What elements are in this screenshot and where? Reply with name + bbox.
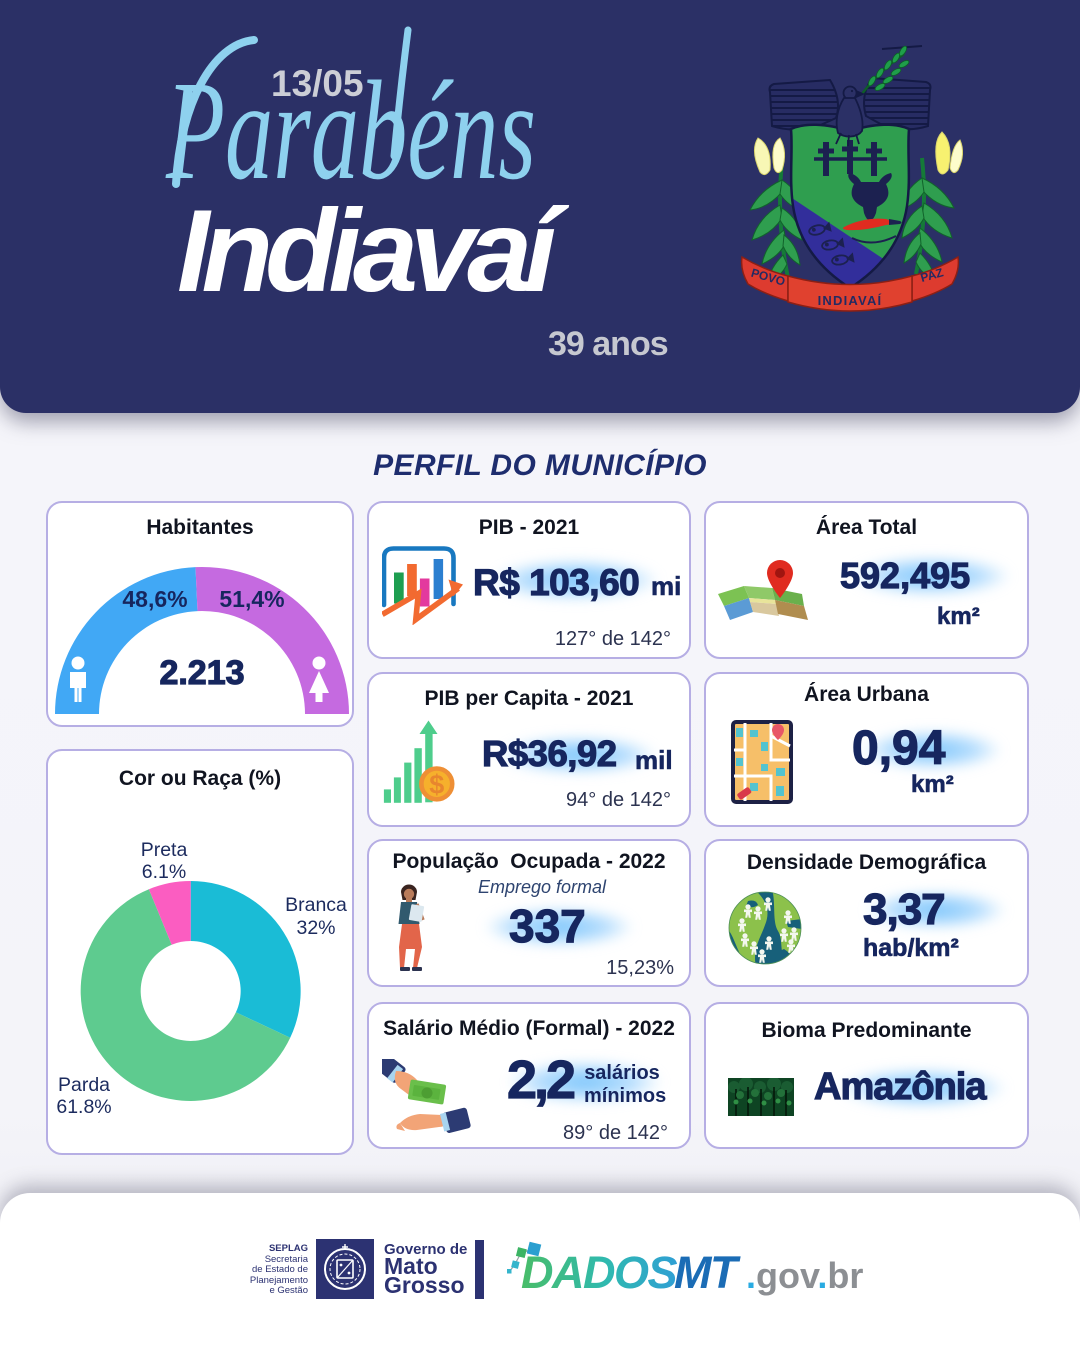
- svg-text:Parda: Parda: [58, 1074, 110, 1096]
- svg-text:Preta: Preta: [141, 839, 188, 861]
- svg-text:Parabéns: Parabéns: [165, 51, 536, 209]
- svg-text:61.8%: 61.8%: [56, 1096, 111, 1118]
- svg-text:$: $: [429, 770, 444, 800]
- svg-text:MT: MT: [674, 1247, 741, 1298]
- svg-text:6.1%: 6.1%: [142, 861, 186, 883]
- svg-text:51,4%: 51,4%: [219, 586, 284, 612]
- svg-text:DADOS: DADOS: [521, 1247, 677, 1298]
- svg-text:INDIAVAÍ: INDIAVAÍ: [818, 293, 883, 308]
- svg-text:PAZ: PAZ: [919, 265, 945, 285]
- svg-text:.gov.br: .gov.br: [746, 1255, 863, 1296]
- svg-text:Branca: Branca: [285, 894, 347, 916]
- svg-text:48,6%: 48,6%: [122, 586, 187, 612]
- svg-text:32%: 32%: [296, 917, 335, 939]
